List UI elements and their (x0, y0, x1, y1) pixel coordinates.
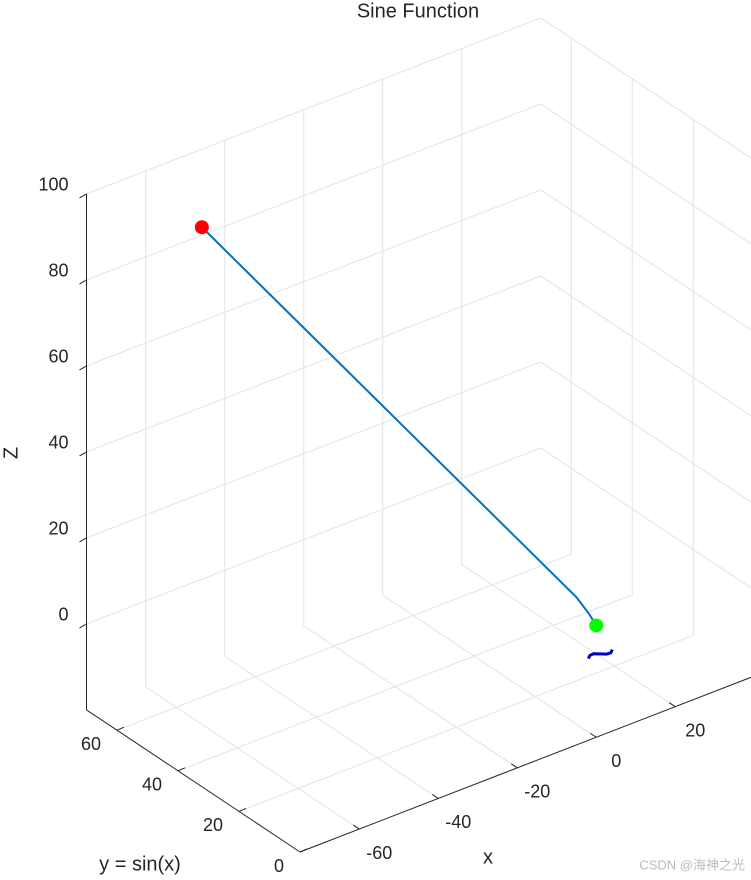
grid-line (382, 594, 597, 738)
x-tick-label: 20 (685, 720, 705, 740)
grid-line (177, 594, 633, 772)
x-tick-label: -60 (366, 843, 392, 863)
grid-line (145, 686, 360, 830)
x-axis (299, 676, 751, 853)
z-tick (79, 537, 87, 543)
x-tick (352, 824, 360, 830)
grid-line (86, 17, 541, 195)
y-tick (299, 848, 308, 853)
y-tick-label: 60 (81, 734, 101, 754)
grid-line (303, 625, 518, 769)
y-axis (86, 709, 301, 853)
x-tick (589, 732, 597, 738)
y-axis-label: y = sin(x) (99, 853, 181, 875)
x-tick (668, 702, 676, 708)
grid-line (540, 447, 751, 589)
grid-line (540, 17, 751, 159)
grid-line (86, 361, 541, 539)
z-tick-label: 0 (58, 605, 68, 625)
grid-line (540, 103, 751, 245)
x-tick (510, 763, 518, 769)
grid-line (540, 189, 751, 331)
chart-title: Sine Function (357, 0, 479, 22)
y-tick (238, 807, 247, 812)
z-tick (79, 623, 87, 629)
grid-line (224, 655, 439, 799)
line (586, 648, 614, 660)
grid-line (86, 103, 541, 281)
marker (589, 618, 604, 633)
grid-line (116, 553, 572, 731)
grid-line (540, 275, 751, 417)
z-tick-label: 100 (38, 175, 68, 195)
y-tick-label: 40 (142, 775, 162, 795)
marker (194, 220, 209, 235)
z-tick (79, 279, 87, 285)
z-tick-label: 20 (48, 519, 68, 539)
z-tick-label: 80 (48, 261, 68, 281)
y-tick (177, 767, 186, 772)
x-tick-label: -40 (445, 812, 471, 832)
grid-line (86, 189, 541, 367)
z-tick (79, 451, 87, 457)
z-tick (79, 365, 87, 371)
grid-line (461, 564, 676, 708)
grid-line (86, 275, 541, 453)
x-axis-label: x (483, 846, 493, 868)
z-tick-label: 60 (48, 347, 68, 367)
z-tick (79, 193, 87, 199)
z-tick-label: 40 (48, 433, 68, 453)
x-tick-label: -20 (524, 782, 550, 802)
x-tick (431, 794, 439, 799)
line (201, 226, 598, 626)
y-tick-label: 20 (203, 815, 223, 835)
x-tick-label: 0 (611, 751, 621, 771)
grid-line (238, 634, 694, 812)
y-tick (116, 726, 125, 731)
grid-line (540, 361, 751, 503)
z-axis-label: Z (0, 447, 22, 459)
y-tick-label: 0 (274, 856, 284, 876)
grid-line (86, 447, 541, 625)
watermark: CSDN @海神之光 (639, 857, 745, 872)
